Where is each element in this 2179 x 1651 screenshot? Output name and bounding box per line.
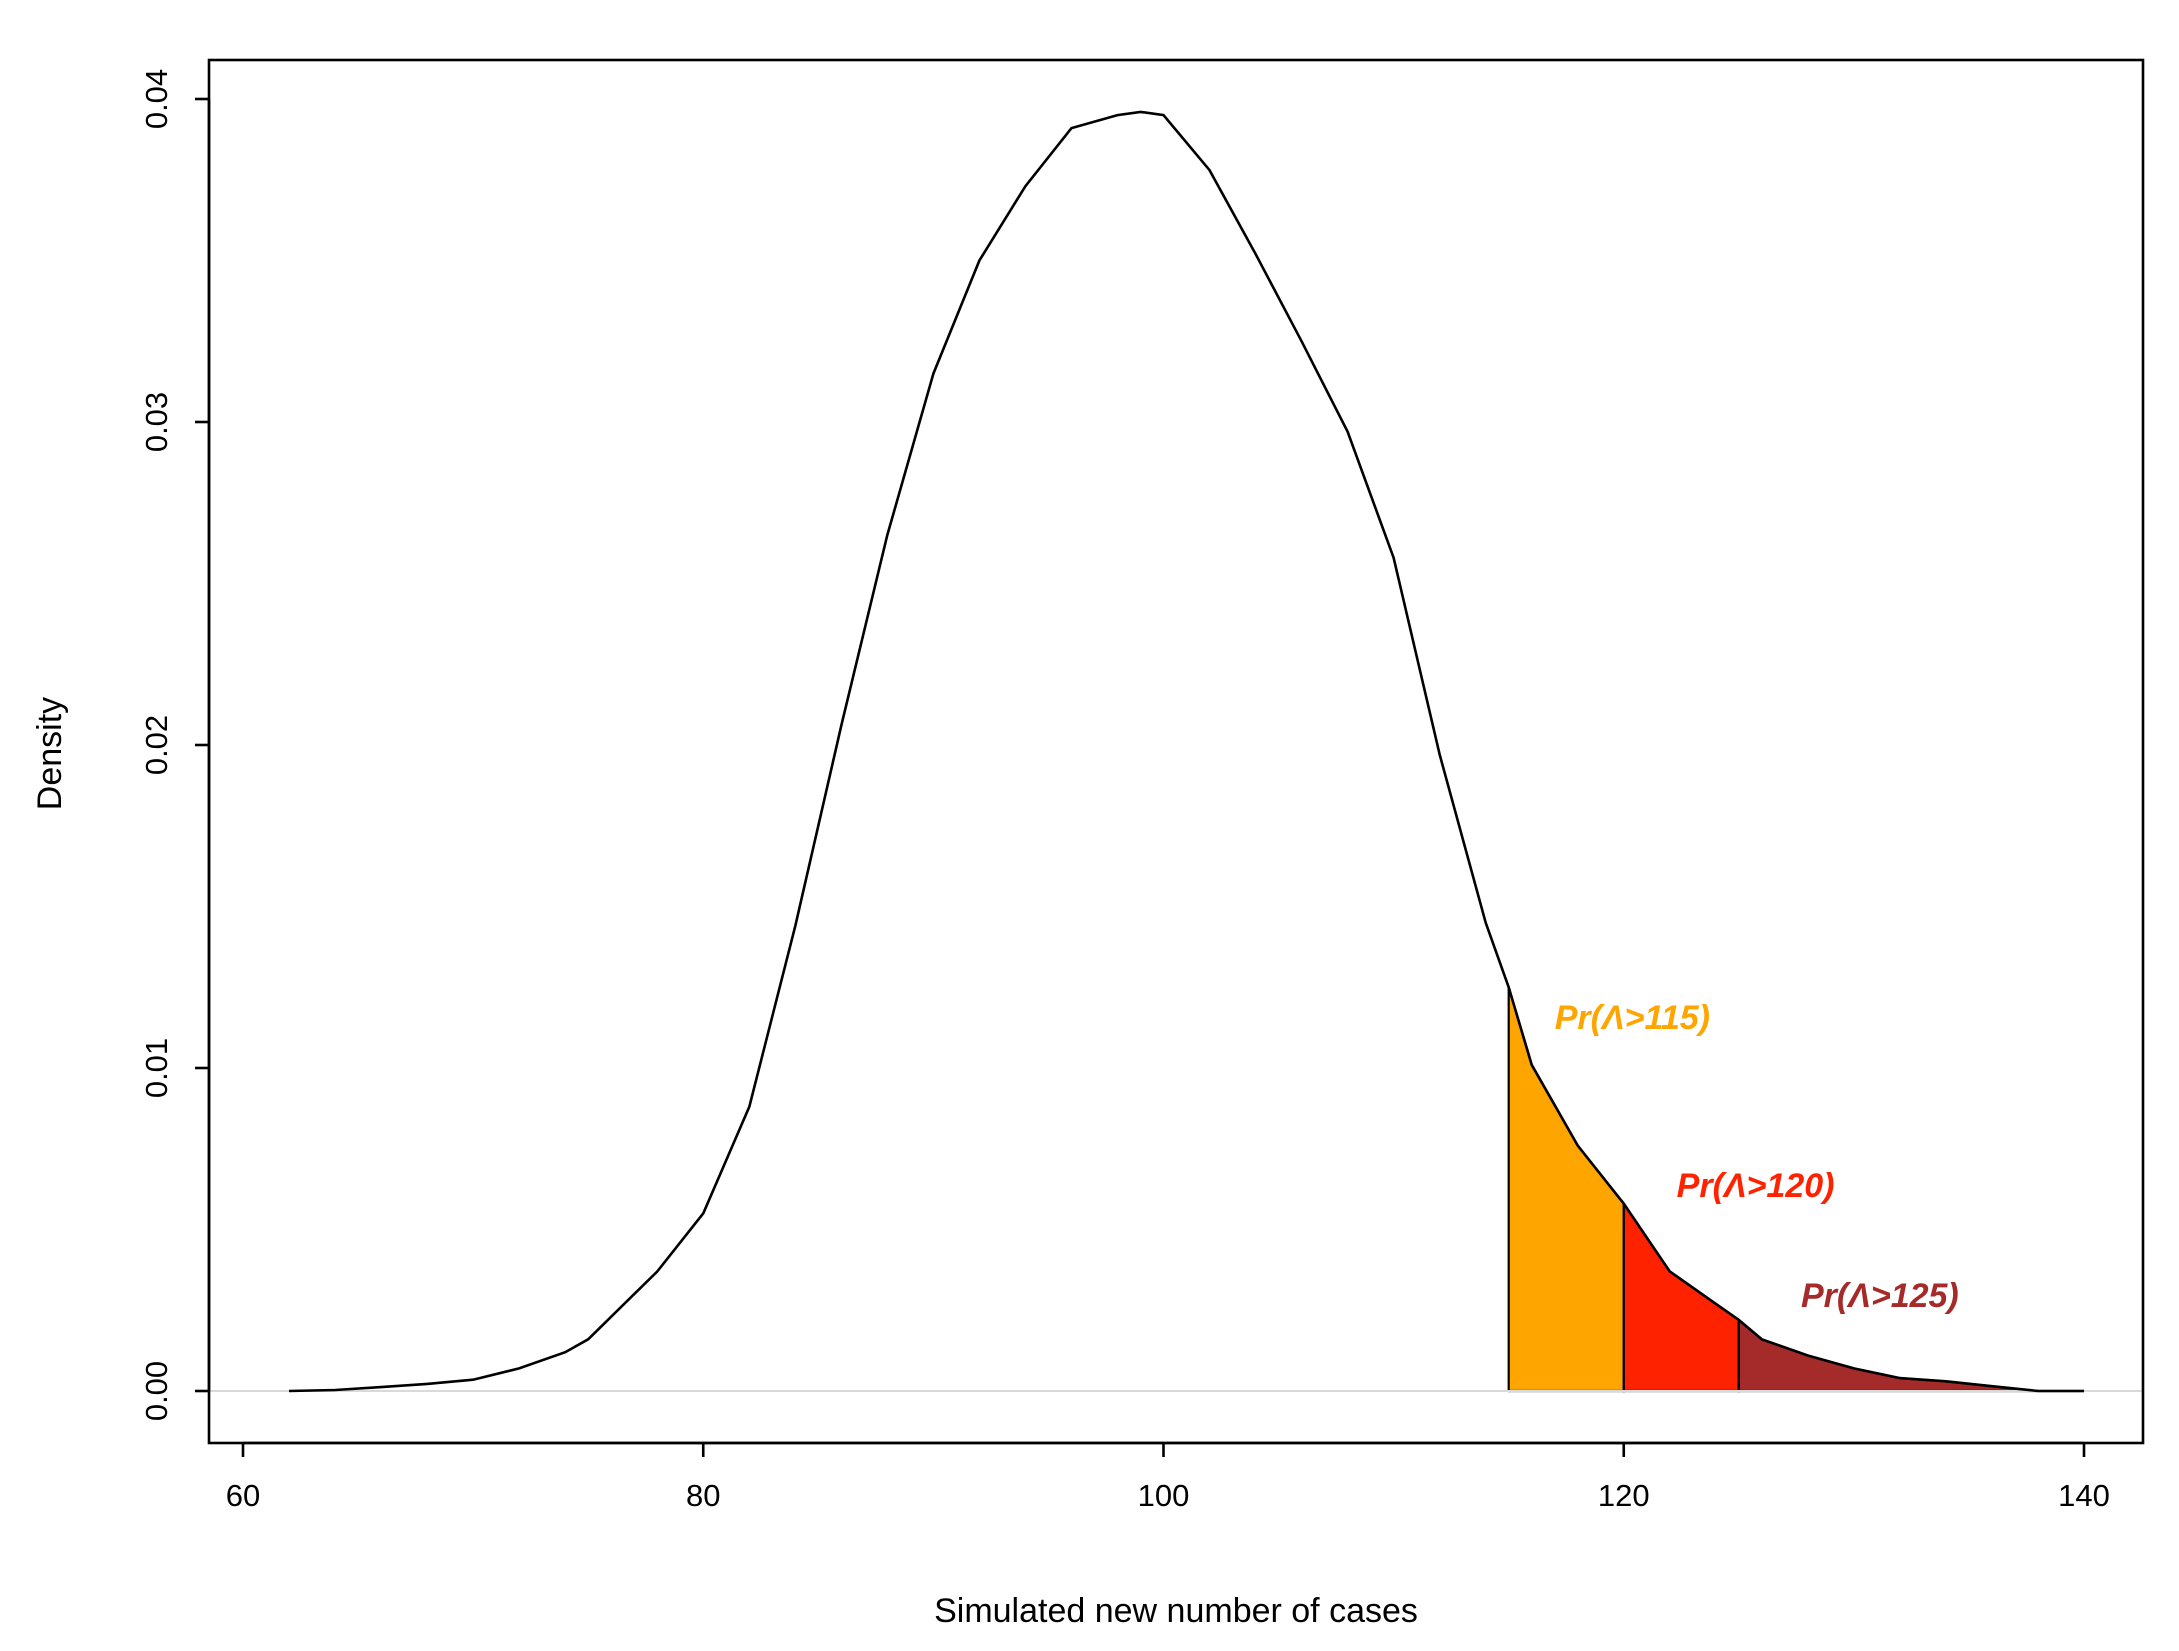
y-tick-label: 0.00 [139, 1361, 174, 1421]
y-tick-label: 0.04 [139, 69, 174, 129]
annotations: Pr(Λ>115) Pr(Λ>120) Pr(Λ>125) [1555, 999, 1959, 1315]
x-tick-label: 140 [2058, 1478, 2110, 1513]
shaded-region-2 [1622, 1200, 1740, 1393]
plot-frame [207, 58, 2145, 1445]
density-curve [288, 110, 2084, 1393]
annotation-label-1: Pr(Λ>115) [1555, 999, 1710, 1037]
y-tick-label: 0.01 [139, 1038, 174, 1098]
shaded-region-3 [1737, 1317, 2084, 1393]
x-tick-label: 100 [1138, 1478, 1190, 1513]
annotation-label-2: Pr(Λ>120) [1677, 1167, 1835, 1205]
y-tick-label: 0.03 [139, 392, 174, 452]
y-axis: 0.00 0.01 0.02 0.03 0.04 [139, 69, 211, 1421]
x-axis-title: Simulated new number of cases [934, 1592, 1418, 1630]
x-axis: 60 80 100 120 140 [226, 1441, 2110, 1513]
y-axis-title: Density [31, 697, 69, 810]
y-tick-label: 0.02 [139, 715, 174, 775]
x-tick-label: 80 [686, 1478, 720, 1513]
x-tick-label: 120 [1598, 1478, 1650, 1513]
x-tick-label: 60 [226, 1478, 260, 1513]
annotation-label-3: Pr(Λ>125) [1801, 1277, 1959, 1315]
